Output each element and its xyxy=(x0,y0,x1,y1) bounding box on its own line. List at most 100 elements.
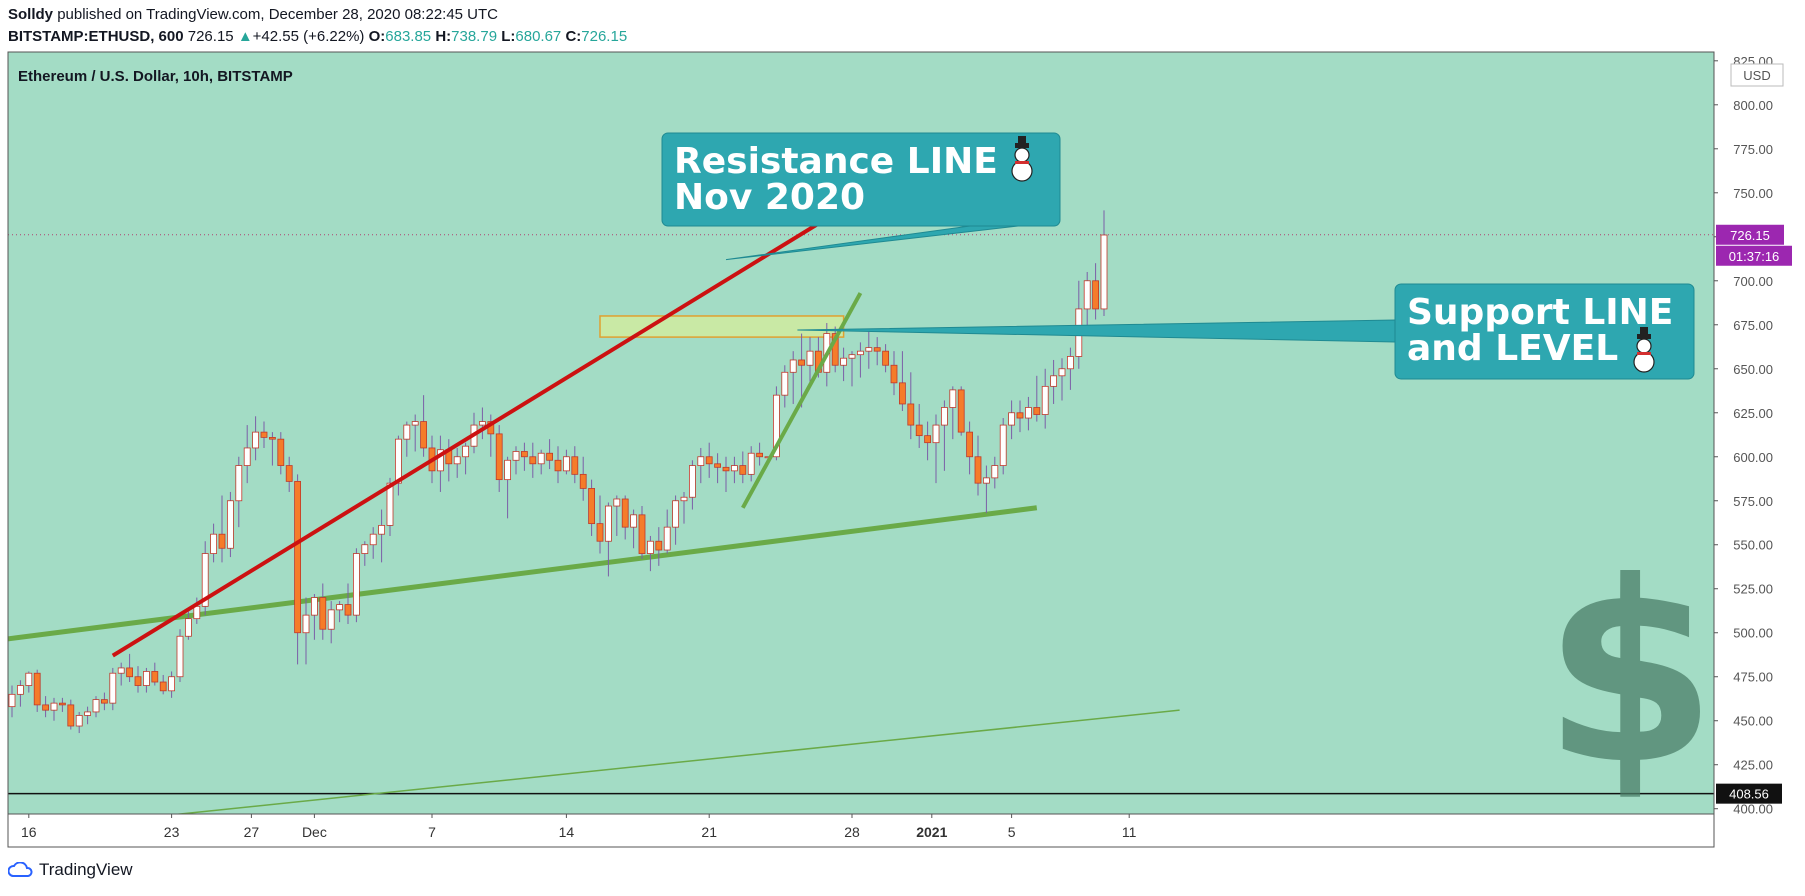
candle-up[interactable] xyxy=(1100,210,1108,316)
candle-up[interactable] xyxy=(806,337,814,387)
candle-up[interactable] xyxy=(478,407,486,440)
candle-up[interactable] xyxy=(991,456,999,489)
candle-up[interactable] xyxy=(747,446,755,482)
candle-up[interactable] xyxy=(789,351,797,404)
candle-up[interactable] xyxy=(840,347,847,382)
time-axis[interactable]: 16 23 27 Dec 7 14 21 28 2021 5 11 xyxy=(7,813,1715,848)
candle-down[interactable] xyxy=(596,495,604,554)
candle-down[interactable] xyxy=(151,662,159,686)
candle-down[interactable] xyxy=(621,495,629,540)
candle-down[interactable] xyxy=(268,432,276,466)
candle-up[interactable] xyxy=(117,662,125,686)
candle-down[interactable] xyxy=(756,442,763,466)
candle-up[interactable] xyxy=(630,509,637,549)
candle-up[interactable] xyxy=(310,594,318,640)
candle-up[interactable] xyxy=(226,491,234,558)
candle-down[interactable] xyxy=(907,372,915,440)
candle-down[interactable] xyxy=(134,666,142,693)
candle-up[interactable] xyxy=(941,400,948,471)
candle-up[interactable] xyxy=(8,685,16,718)
candle-up[interactable] xyxy=(84,706,91,725)
candle-down[interactable] xyxy=(924,421,931,461)
candle-down[interactable] xyxy=(546,439,553,470)
candle-up[interactable] xyxy=(865,330,873,369)
candle-down[interactable] xyxy=(344,583,352,624)
currency-badge[interactable] xyxy=(1730,63,1784,87)
candle-up[interactable] xyxy=(168,671,176,698)
candle-up[interactable] xyxy=(563,449,570,475)
candle-up[interactable] xyxy=(361,541,369,566)
candle-up[interactable] xyxy=(512,446,520,475)
candle-down[interactable] xyxy=(277,432,285,475)
candle-up[interactable] xyxy=(394,435,402,496)
support-trend-line[interactable] xyxy=(0,505,1038,642)
candle-down[interactable] xyxy=(1092,263,1099,320)
candle-up[interactable] xyxy=(1041,368,1049,429)
candle-down[interactable] xyxy=(126,653,133,683)
candle-down[interactable] xyxy=(798,333,805,408)
candle-up[interactable] xyxy=(327,601,335,644)
candle-down[interactable] xyxy=(1033,375,1041,422)
candle-down[interactable] xyxy=(521,442,528,471)
candle-up[interactable] xyxy=(1050,359,1057,404)
candle-up[interactable] xyxy=(378,509,386,563)
candle-up[interactable] xyxy=(235,456,243,528)
candle-up[interactable] xyxy=(848,351,856,387)
candle-up[interactable] xyxy=(983,465,990,514)
candle-down[interactable] xyxy=(33,669,41,712)
candle-up[interactable] xyxy=(932,414,940,484)
candle-down[interactable] xyxy=(67,699,75,730)
candle-up[interactable] xyxy=(50,697,58,721)
candle-down[interactable] xyxy=(882,344,889,373)
candle-down[interactable] xyxy=(159,674,167,695)
candle-up[interactable] xyxy=(184,611,192,640)
candle-down[interactable] xyxy=(899,351,906,412)
candle-up[interactable] xyxy=(411,414,419,452)
candle-up[interactable] xyxy=(142,667,150,693)
candle-down[interactable] xyxy=(579,456,587,501)
candle-down[interactable] xyxy=(705,442,713,478)
candle-down[interactable] xyxy=(554,446,562,484)
candle-up[interactable] xyxy=(252,416,260,461)
candle-down[interactable] xyxy=(831,326,839,373)
candle-down[interactable] xyxy=(42,696,49,718)
candle-down[interactable] xyxy=(218,495,226,563)
candle-up[interactable] xyxy=(210,523,218,563)
candle-down[interactable] xyxy=(420,395,428,457)
candle-down[interactable] xyxy=(260,421,268,448)
candle-up[interactable] xyxy=(857,342,864,378)
candle-down[interactable] xyxy=(59,697,66,712)
candle-up[interactable] xyxy=(1025,396,1032,431)
candle-up[interactable] xyxy=(16,680,24,707)
candle-down[interactable] xyxy=(714,453,721,484)
candle-down[interactable] xyxy=(101,692,108,711)
candle-up[interactable] xyxy=(647,535,654,572)
candle-up[interactable] xyxy=(689,460,696,510)
candle-down[interactable] xyxy=(319,583,327,640)
candle-down[interactable] xyxy=(285,456,293,492)
candle-up[interactable] xyxy=(369,527,377,559)
candle-up[interactable] xyxy=(75,711,83,734)
candle-up[interactable] xyxy=(109,667,117,711)
candle-up[interactable] xyxy=(453,447,461,478)
candle-down[interactable] xyxy=(974,435,982,496)
candle-up[interactable] xyxy=(403,421,411,457)
candle-up[interactable] xyxy=(1008,400,1015,440)
candle-up[interactable] xyxy=(436,435,444,492)
candle-up[interactable] xyxy=(613,495,621,536)
candle-up[interactable] xyxy=(25,671,33,693)
candle-down[interactable] xyxy=(1016,400,1024,433)
candle-up[interactable] xyxy=(605,502,612,577)
candle-down[interactable] xyxy=(588,479,595,536)
candle-down[interactable] xyxy=(722,456,730,492)
candle-up[interactable] xyxy=(92,696,100,718)
candle-up[interactable] xyxy=(663,509,671,554)
candle-up[interactable] xyxy=(731,456,738,484)
candle-down[interactable] xyxy=(571,446,579,484)
candle-up[interactable] xyxy=(1058,358,1066,401)
candle-up[interactable] xyxy=(1083,271,1091,334)
candle-down[interactable] xyxy=(638,506,646,559)
